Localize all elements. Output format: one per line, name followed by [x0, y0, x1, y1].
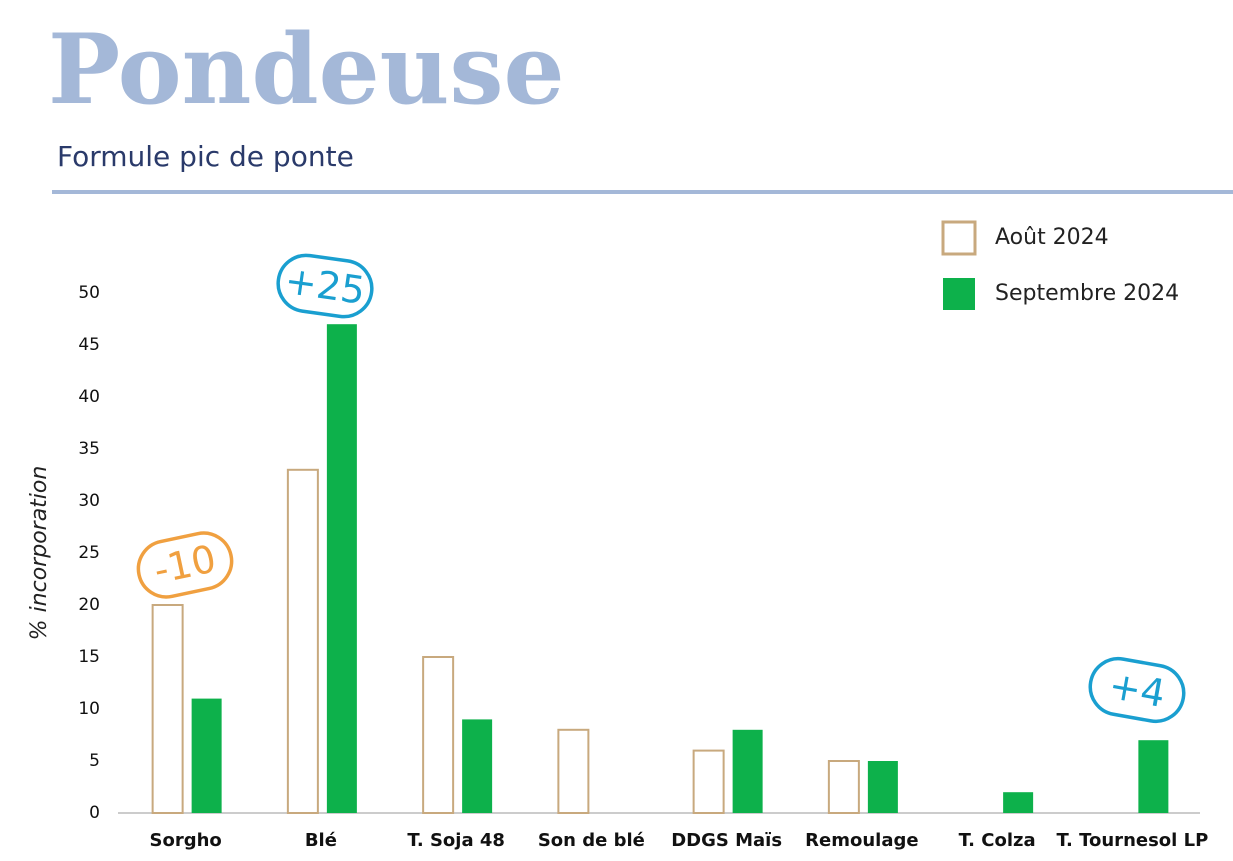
y-tick-label: 30 [78, 491, 100, 511]
x-tick-label: Blé [305, 830, 337, 851]
y-tick-label: 10 [78, 699, 100, 719]
annotation-badge [1088, 656, 1186, 724]
y-tick-label: 20 [78, 595, 100, 615]
bar [422, 656, 455, 814]
bar [462, 719, 493, 813]
y-tick-label: 50 [78, 283, 100, 303]
bar [867, 761, 898, 813]
y-tick-label: 0 [89, 803, 100, 823]
bar [191, 698, 222, 813]
annotation-badge [136, 531, 234, 599]
bar [692, 749, 725, 814]
legend-swatch [943, 278, 975, 310]
x-tick-label: Sorgho [149, 830, 221, 851]
bar [732, 729, 763, 813]
annotation: -10 [136, 531, 234, 599]
y-tick-label: 40 [78, 387, 100, 407]
bar [1003, 792, 1034, 813]
y-axis-label: % incorporation [27, 466, 52, 641]
x-tick-label: Son de blé [538, 830, 645, 851]
annotation: +4 [1088, 656, 1186, 724]
annotation-text: +25 [282, 258, 368, 313]
bar [827, 760, 860, 814]
y-tick-label: 5 [89, 751, 100, 771]
bar [326, 324, 357, 813]
x-tick-label: T. Colza [959, 830, 1036, 851]
y-tick-label: 15 [78, 647, 100, 667]
annotation-badge [276, 253, 374, 319]
bar [1138, 740, 1169, 813]
annotation: +25 [276, 253, 374, 319]
y-tick-label: 25 [78, 543, 100, 563]
bar [286, 468, 319, 814]
x-tick-label: T. Soja 48 [407, 830, 505, 851]
y-tick-label: 45 [78, 335, 100, 355]
x-tick-label: Remoulage [805, 830, 918, 851]
legend-label: Août 2024 [995, 225, 1109, 250]
bar [151, 604, 184, 814]
annotation-text: -10 [150, 537, 220, 593]
chart-subtitle: Formule pic de ponte [57, 140, 354, 173]
legend-label: Septembre 2024 [995, 281, 1179, 306]
annotation-text: +4 [1106, 663, 1169, 716]
x-tick-label: DDGS Maïs [671, 830, 782, 851]
x-tick-label: T. Tournesol LP [1056, 830, 1208, 851]
bar [557, 728, 590, 814]
legend-swatch [941, 220, 977, 256]
y-tick-label: 35 [78, 439, 100, 459]
chart-title: Pondeuse [48, 13, 565, 126]
